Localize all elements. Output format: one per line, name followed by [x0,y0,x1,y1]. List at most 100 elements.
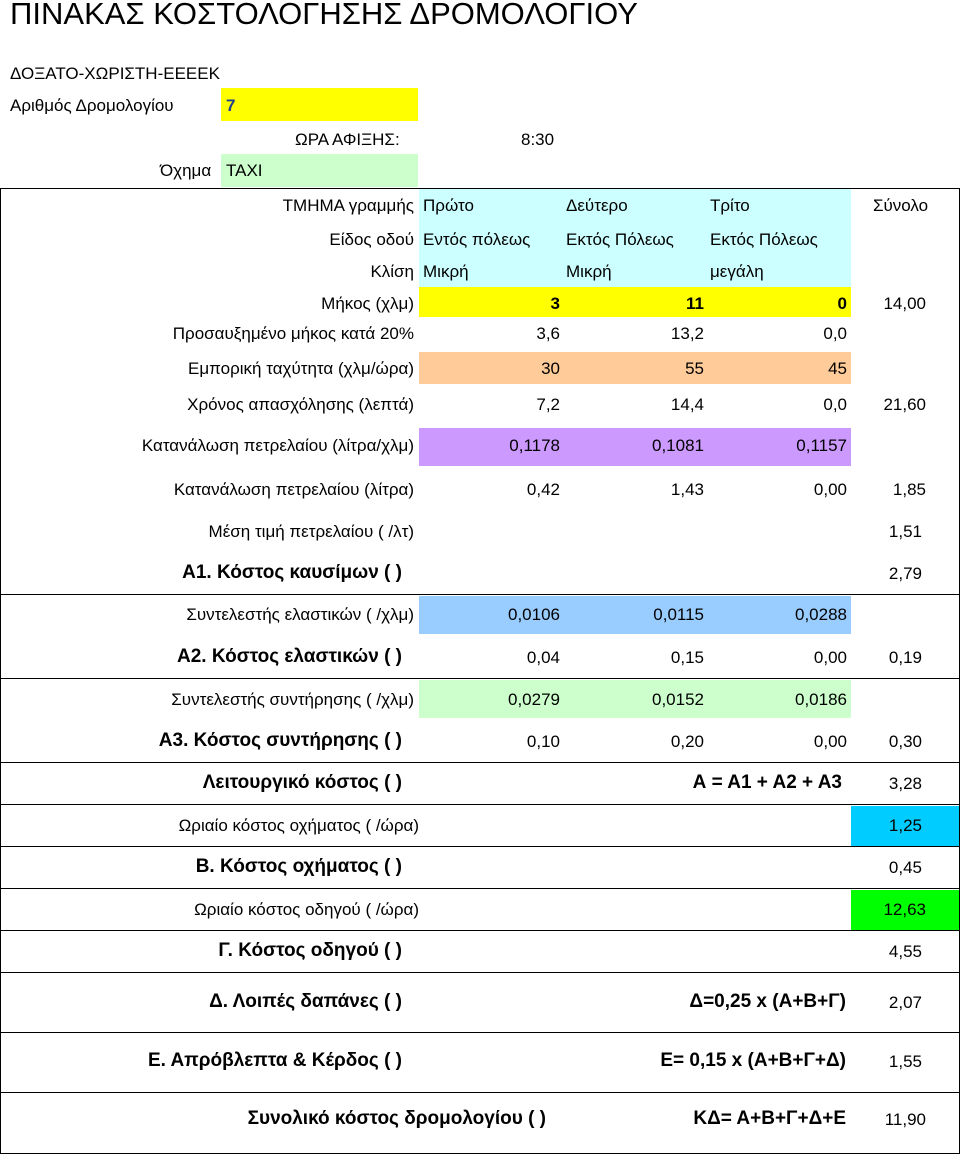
vehicle-value: TAXI [226,161,263,180]
length-c1: 3 [550,294,560,313]
e-formula: Ε= 0,15 x (Α+Β+Γ+Δ) [660,1050,846,1071]
page-title: ΠΙΝΑΚΑΣ ΚΟΣΤΟΛΟΓΗΣΗΣ ΔΡΟΜΟΛΟΓΙΟΥ [10,0,638,31]
operating-total: 3,28 [888,774,922,793]
a3-c1: 0,10 [526,732,560,751]
a2-c1: 0,04 [526,648,560,667]
speed-c3: 45 [828,359,847,378]
fuel-rate-cells [419,428,851,466]
driver-hourly-cell [851,890,960,930]
a1-total: 2,79 [888,564,922,583]
slope-c2: Μικρή [566,262,612,281]
segment-label: ΤΜΗΜΑ γραμμής [282,196,414,215]
a2-total: 0,19 [888,648,922,667]
maint-coef-c3: 0,0186 [795,690,847,709]
fuel-rate-c3: 0,1157 [796,436,847,455]
fuel-liters-c3: 0,00 [813,480,847,499]
a2-c2: 0,15 [670,648,704,667]
maint-coef-label: Συντελεστής συντήρησης ( /χλμ) [171,690,414,709]
d-label: Δ. Λοιπές δαπάνες ( ) [209,991,402,1012]
increased-length-label: Προσαυξημένο μήκος κατά 20% [172,324,414,343]
b-label: Β. Κόστος οχήματος ( ) [195,856,402,877]
e-total: 1,55 [888,1052,922,1071]
vehicle-hourly-label: Ωριαίο κόστος οχήματος ( /ώρα) [178,816,419,835]
a3-c2: 0,20 [670,732,704,751]
time-c3: 0,0 [823,395,847,414]
tire-coef-c2: 0,0115 [653,605,704,624]
tire-coef-label: Συντελεστής ελαστικών ( /χλμ) [186,605,414,624]
slope-label: Κλίση [370,262,414,281]
a2-label: Α2. Κόστος ελαστικών ( ) [176,646,402,667]
e-label: Ε. Απρόβλεπτα & Κέρδος ( ) [147,1050,402,1071]
route-number-label: Αριθμός Δρομολογίου [10,96,174,115]
route-name: ΔΟΞΑΤΟ-ΧΩΡΙΣΤΗ-ΕΕΕΕΚ [10,64,220,83]
operating-label: Λειτουργικό κόστος ( ) [202,772,402,793]
slope-c1: Μικρή [423,262,469,281]
fuel-rate-c2: 0,1081 [652,436,704,455]
a3-total: 0,30 [888,732,922,751]
increased-length-c2: 13,2 [670,324,704,343]
fuel-price-total: 1,51 [888,522,922,541]
road-type-c1: Εντός πόλεως [423,230,531,249]
maint-coef-cells [419,680,851,718]
arrival-time: 8:30 [521,130,555,149]
g-total: 4,55 [888,942,922,961]
vehicle-label: Όχημα [160,161,212,180]
segment-c2: Δεύτερο [566,196,628,215]
speed-label: Εμπορική ταχύτητα (χλμ/ώρα) [188,359,414,378]
fuel-liters-c2: 1,43 [670,480,704,499]
segment-c1: Πρώτο [423,196,474,215]
length-c3: 0 [837,294,847,313]
fuel-liters-c1: 0,42 [526,480,560,499]
vehicle-hourly-cell [851,806,960,846]
maint-coef-c2: 0,0152 [652,690,704,709]
d-total: 2,07 [888,993,922,1012]
operating-formula: Α = Α1 + Α2 + Α3 [692,772,842,793]
fuel-price-label: Μέση τιμή πετρελαίου ( /λτ) [208,522,414,541]
fuel-liters-total: 1,85 [892,480,926,499]
fuel-liters-label: Κατανάλωση πετρελαίου (λίτρα) [173,480,414,499]
b-total: 0,45 [888,858,922,877]
speed-c1: 30 [541,359,560,378]
slope-c3: μεγάλη [710,262,764,281]
route-number-cell [221,88,418,121]
a1-label: Α1. Κόστος καυσίμων ( ) [182,562,402,583]
road-type-label: Είδος οδού [329,230,414,249]
a2-c3: 0,00 [813,648,847,667]
tire-coef-c1: 0,0106 [508,605,560,624]
final-formula: ΚΔ= Α+Β+Γ+Δ+Ε [693,1108,846,1129]
a3-label: Α3. Κόστος συντήρησης ( ) [158,730,402,751]
segment-total: Σύνολο [873,196,929,215]
time-label: Χρόνος απασχόλησης (λεπτά) [187,395,414,414]
tire-coef-cells [419,596,851,634]
vehicle-cell [221,154,418,187]
segment-header-cells [419,189,851,287]
arrival-label: ΩΡΑ ΑΦΙΞΗΣ: [295,130,400,149]
a3-c3: 0,00 [813,732,847,751]
final-total: 11,90 [884,1110,926,1129]
time-total: 21,60 [883,395,926,414]
segment-c3: Τρίτο [710,196,750,215]
road-type-c2: Εκτός Πόλεως [566,230,674,249]
road-type-c3: Εκτός Πόλεως [710,230,818,249]
speed-c2: 55 [685,359,704,378]
time-c1: 7,2 [536,395,560,414]
length-label: Μήκος (χλμ) [321,294,414,313]
final-label: Συνολικό κόστος δρομολογίου ( ) [247,1108,546,1129]
driver-hourly-total: 12,63 [883,900,926,919]
length-cells [419,287,851,317]
length-total: 14,00 [883,294,926,313]
increased-length-c1: 3,6 [536,324,560,343]
maint-coef-c1: 0,0279 [508,690,560,709]
fuel-rate-c1: 0,1178 [509,436,560,455]
vehicle-hourly-total: 1,25 [888,816,922,835]
time-c2: 14,4 [670,395,704,414]
driver-hourly-label: Ωριαίο κόστος οδηγού ( /ώρα) [194,900,419,919]
increased-length-c3: 0,0 [823,324,847,343]
route-number: 7 [226,96,236,115]
speed-cells [419,352,851,384]
fuel-rate-label: Κατανάλωση πετρελαίου (λίτρα/χλμ) [141,436,414,455]
length-c2: 11 [686,294,704,313]
tire-coef-c3: 0,0288 [795,605,847,624]
g-label: Γ. Κόστος οδηγού ( ) [218,940,402,961]
d-formula: Δ=0,25 x (Α+Β+Γ) [689,991,846,1012]
